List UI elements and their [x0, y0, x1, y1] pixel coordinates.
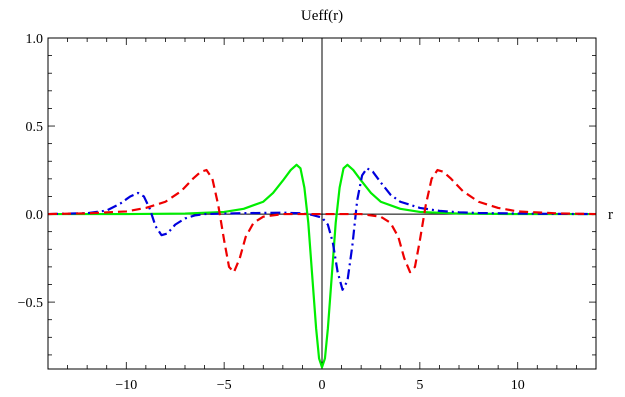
series-group	[47, 163, 597, 369]
y-tick-label: 1.0	[26, 32, 44, 47]
series-line-1	[48, 163, 596, 369]
x-tick-label: −5	[217, 378, 232, 393]
y-tick-label: 0.5	[26, 120, 44, 135]
axes	[48, 38, 596, 369]
x-tick-label: 10	[511, 378, 525, 393]
series-line-3	[47, 168, 597, 274]
chart-title: Ueff(r)	[301, 8, 343, 24]
x-tick-label: −10	[115, 378, 137, 393]
y-tick-label: −0.5	[18, 296, 43, 311]
plot-frame	[47, 37, 597, 370]
x-tick-label: 5	[416, 378, 423, 393]
x-axis-label: r	[608, 207, 613, 223]
series-line-2	[47, 167, 597, 291]
x-tick-label: 0	[319, 378, 326, 393]
tick-labels: −10 −5 0 5 10 −0.5 0.0 0.5 1.0	[18, 32, 525, 393]
y-tick-label: 0.0	[26, 208, 44, 223]
